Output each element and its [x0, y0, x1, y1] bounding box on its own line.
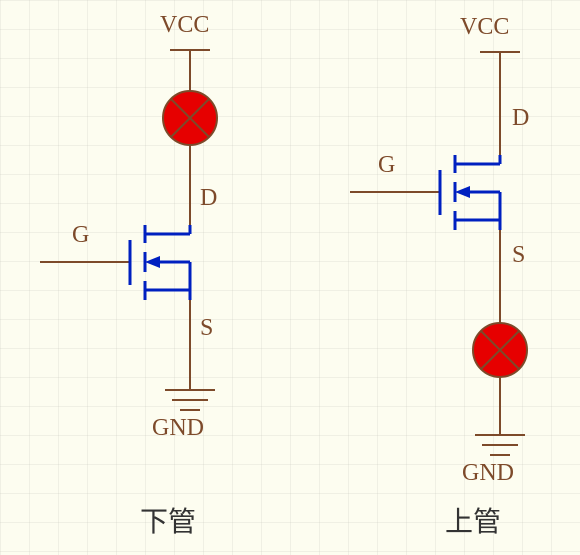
caption-right: 上管: [445, 500, 501, 540]
left-circuit: [40, 50, 217, 410]
gnd-right: [475, 435, 525, 455]
right-circuit: [350, 52, 527, 455]
gnd-left: [165, 390, 215, 410]
g-label-left: G: [72, 222, 89, 249]
caption-left: 下管: [140, 500, 196, 540]
gnd-label-left: GND: [152, 415, 204, 442]
g-label-right: G: [378, 152, 395, 179]
vcc-label-left: VCC: [160, 12, 209, 39]
d-label-right: D: [512, 105, 529, 132]
mosfet-right: [350, 155, 500, 230]
vcc-label-right: VCC: [460, 14, 509, 41]
s-label-left: S: [200, 315, 213, 342]
gnd-label-right: GND: [462, 460, 514, 487]
mosfet-left: [40, 225, 190, 300]
d-label-left: D: [200, 185, 217, 212]
s-label-right: S: [512, 242, 525, 269]
